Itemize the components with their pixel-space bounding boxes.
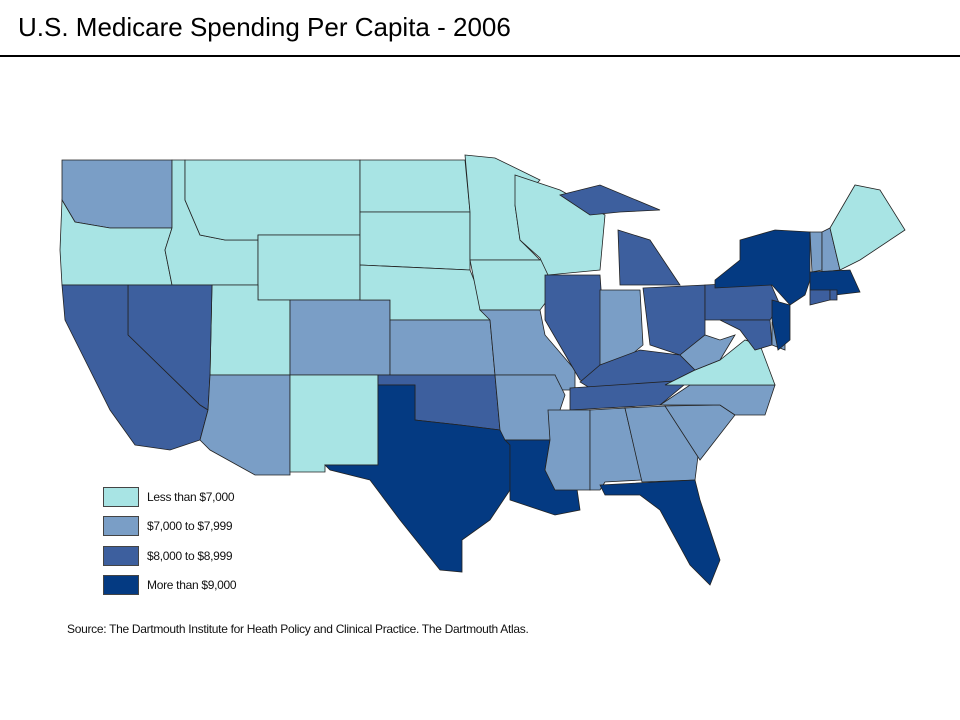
state-sd <box>359 211 471 271</box>
legend-item-more-than-9000: More than $9,000 <box>103 571 237 601</box>
state-mo <box>479 309 576 391</box>
state-wa <box>61 159 173 229</box>
state-ma <box>809 269 861 296</box>
state-me <box>829 184 906 271</box>
legend-swatch <box>103 545 139 566</box>
state-wy <box>257 234 361 301</box>
legend: Less than $7,000 $7,000 to $7,999 $8,000… <box>103 482 237 601</box>
state-md <box>719 319 773 351</box>
state-fl <box>599 479 721 586</box>
legend-item-less-than-7000: Less than $7,000 <box>103 482 236 512</box>
legend-swatch <box>103 516 139 537</box>
state-ks <box>389 319 496 376</box>
source-note: Source: The Dartmouth Institute for Heat… <box>67 622 529 636</box>
state-ct <box>809 289 831 306</box>
state-nm <box>289 374 379 473</box>
state-ri <box>829 289 838 301</box>
state-nj <box>771 299 791 351</box>
slide-title: U.S. Medicare Spending Per Capita - 2006 <box>18 12 511 42</box>
legend-swatch <box>103 575 139 596</box>
legend-swatch <box>103 486 139 507</box>
state-ia <box>469 259 556 311</box>
state-mi <box>617 229 681 286</box>
state-ms <box>544 409 591 491</box>
state-az <box>199 374 291 476</box>
state-vt <box>809 231 823 273</box>
state-mi <box>559 184 661 216</box>
state-tx <box>324 384 511 573</box>
legend-item-8000-8999: $8,000 to $8,999 <box>103 541 236 571</box>
state-ca <box>61 284 209 451</box>
legend-item-7000-7999: $7,000 to $7,999 <box>103 512 236 542</box>
state-co <box>289 299 391 376</box>
state-nd <box>359 159 471 213</box>
title-divider <box>0 55 960 57</box>
state-mt <box>184 159 361 241</box>
state-wv <box>679 334 736 371</box>
